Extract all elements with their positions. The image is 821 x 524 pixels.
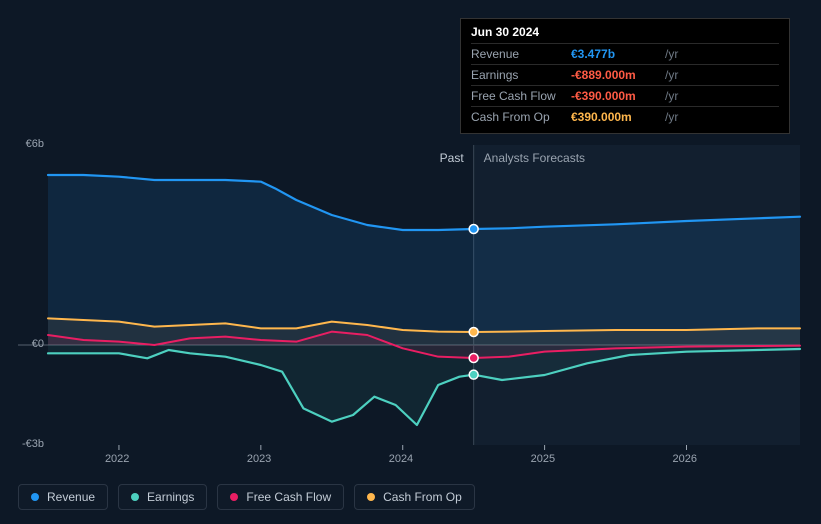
legend-dot-icon [31,493,39,501]
y-tick-label: €0 [4,338,44,350]
tooltip-row: Earnings-€889.000m/yr [471,64,779,85]
tooltip-row: Revenue€3.477b/yr [471,43,779,64]
forecast-section-label: Analysts Forecasts [484,151,585,165]
tooltip-row-label: Cash From Op [471,110,571,124]
legend-label: Earnings [147,490,194,504]
y-tick-label: -€3b [4,438,44,450]
x-tick-label: 2025 [531,453,555,465]
y-tick-label: €6b [4,138,44,150]
past-section-label: Past [440,151,464,165]
financial-chart: €6b €0 -€3b 2022 2023 2024 2025 2026 Past Anal… [0,0,821,524]
legend-label: Revenue [47,490,95,504]
legend-dot-icon [131,493,139,501]
legend-item-cash-from-op[interactable]: Cash From Op [354,484,475,510]
x-tick-label: 2024 [389,453,413,465]
legend-dot-icon [230,493,238,501]
legend-label: Cash From Op [383,490,462,504]
chart-legend: Revenue Earnings Free Cash Flow Cash From O… [18,484,475,510]
tooltip-row-suffix: /yr [665,110,678,124]
tooltip-row-value: €390.000m [571,110,661,124]
legend-item-free-cash-flow[interactable]: Free Cash Flow [217,484,344,510]
chart-tooltip: Jun 30 2024 Revenue€3.477b/yrEarnings-€8… [460,18,790,134]
tooltip-row-label: Free Cash Flow [471,89,571,103]
legend-item-earnings[interactable]: Earnings [118,484,207,510]
legend-label: Free Cash Flow [246,490,331,504]
tooltip-row-value: €3.477b [571,47,661,61]
tooltip-row-label: Revenue [471,47,571,61]
tooltip-row-suffix: /yr [665,68,678,82]
x-tick-label: 2023 [247,453,271,465]
tooltip-row-label: Earnings [471,68,571,82]
legend-item-revenue[interactable]: Revenue [18,484,108,510]
tooltip-row: Free Cash Flow-€390.000m/yr [471,85,779,106]
tooltip-date: Jun 30 2024 [471,25,779,43]
x-tick-label: 2026 [672,453,696,465]
tooltip-row-suffix: /yr [665,47,678,61]
x-tick-label: 2022 [105,453,129,465]
tooltip-row: Cash From Op€390.000m/yr [471,106,779,127]
tooltip-row-value: -€889.000m [571,68,661,82]
tooltip-row-suffix: /yr [665,89,678,103]
legend-dot-icon [367,493,375,501]
tooltip-row-value: -€390.000m [571,89,661,103]
